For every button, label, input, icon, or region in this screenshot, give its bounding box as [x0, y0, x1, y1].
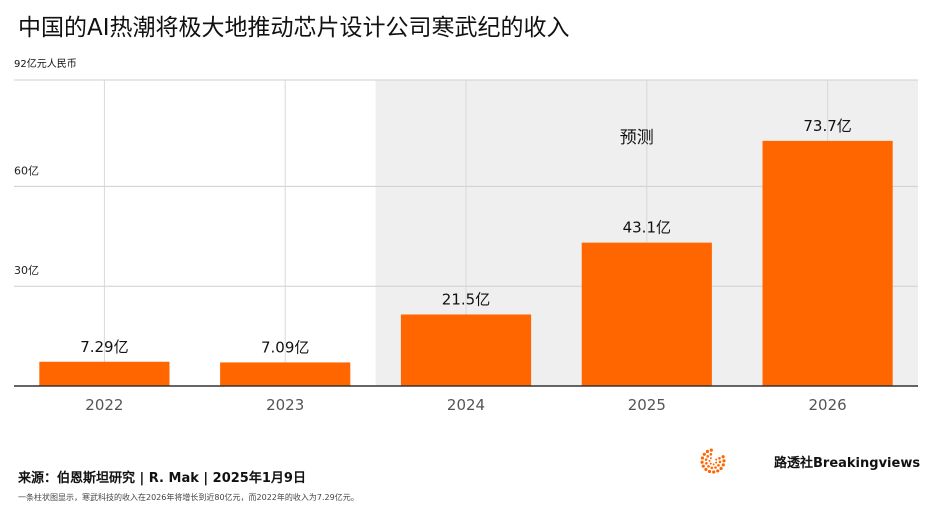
x-tick-label: 2024 [447, 396, 485, 414]
bar [220, 362, 351, 386]
y-tick-label: 60亿 [14, 164, 39, 177]
data-label: 7.09亿 [261, 338, 309, 356]
brand-name: 路透社Breakingviews [774, 455, 921, 471]
data-label: 43.1亿 [623, 219, 671, 237]
y-tick-label: 30亿 [14, 264, 39, 277]
data-label: 7.29亿 [80, 338, 128, 356]
forecast-label: 预测 [620, 128, 654, 148]
bar [400, 314, 532, 386]
x-tick-label: 2026 [809, 396, 847, 414]
x-tick-label: 2025 [628, 396, 666, 414]
chart-note: 一条柱状图显示，寒武科技的收入在2026年将增长到近80亿元，而2022年的收入… [18, 493, 359, 502]
data-label: 73.7亿 [803, 117, 851, 135]
brand: 路透社Breakingviews [700, 448, 920, 474]
x-tick-label: 2022 [85, 396, 123, 414]
bar-chart: 30亿 60亿 7.29亿 2022 7.09亿 2023 21.5亿 2024 43.1亿 20… [14, 79, 919, 414]
reuters-logo-icon [700, 448, 726, 474]
bar [39, 361, 170, 386]
bar [581, 242, 712, 386]
x-tick-label: 2023 [266, 396, 304, 414]
source-text: 来源：伯恩斯坦研究 | R. Mak | 2025年1月9日 [18, 471, 306, 486]
data-label: 21.5亿 [442, 290, 490, 308]
bar [762, 140, 893, 386]
y-axis-label: 92亿元人民币 [14, 59, 77, 70]
chart-title: 中国的AI热潮将极大地推动芯片设计公司寒武纪的收入 [18, 15, 570, 41]
